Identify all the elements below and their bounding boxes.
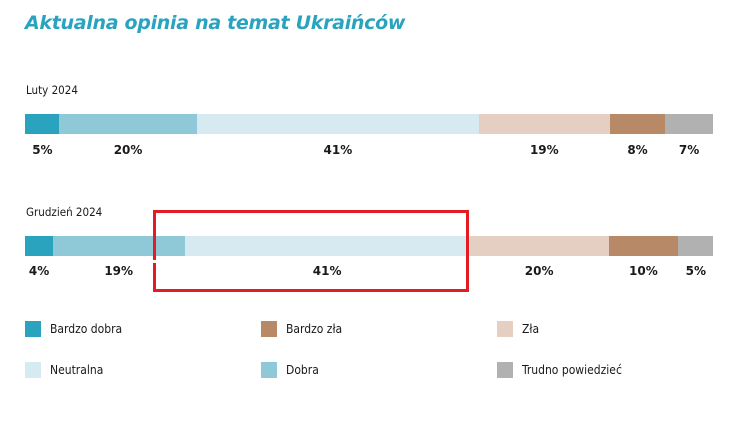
bar-segment [469, 236, 609, 256]
value-labels-row: 5% 20% 41% 19% 8% 7% [25, 143, 713, 159]
legend-item: Bardzo dobra [25, 321, 122, 337]
value-label: 20% [113, 143, 143, 157]
highlight-annotation-edge [153, 210, 156, 260]
bar-segment [25, 236, 53, 256]
stacked-bar [25, 236, 713, 256]
stacked-bar [25, 114, 713, 134]
bar-segment [479, 114, 610, 134]
legend-item: Bardzo zła [261, 321, 342, 337]
bar-segment [678, 236, 713, 256]
bar-segment [184, 236, 470, 256]
value-label: 20% [524, 264, 554, 278]
value-labels-row: 4% 19% 41% 20% 10% 5% [25, 264, 713, 280]
value-label: 10% [629, 264, 658, 278]
legend-label: Dobra [286, 363, 319, 377]
chart-title: Aktualna opinia na temat Ukraińców [25, 12, 406, 34]
bar-segment [197, 114, 480, 134]
period-label: Luty 2024 [26, 83, 78, 97]
legend-item: Trudno powiedzieć [497, 362, 622, 378]
value-label: 4% [28, 264, 50, 278]
bar-segment [59, 114, 197, 134]
period-label: Grudzień 2024 [26, 205, 103, 219]
value-label: 41% [312, 264, 342, 278]
value-label: 19% [104, 264, 134, 278]
bar-segment [608, 236, 679, 256]
bar-segment [664, 114, 713, 134]
legend-swatch [25, 362, 41, 378]
legend-swatch [497, 362, 513, 378]
legend-label: Trudno powiedzieć [522, 363, 622, 377]
legend-label: Neutralna [50, 363, 104, 377]
bar-segment [25, 114, 60, 134]
legend-label: Bardzo dobra [50, 322, 123, 336]
value-label: 7% [678, 143, 700, 157]
legend-item: Zła [497, 321, 539, 337]
legend-swatch [25, 321, 41, 337]
value-label: 8% [627, 143, 648, 157]
legend-label: Bardzo zła [286, 322, 343, 336]
legend-label: Zła [522, 322, 540, 336]
highlight-annotation-edge [153, 263, 156, 292]
bar-segment [609, 114, 665, 134]
legend-swatch [261, 321, 277, 337]
bar-segment [52, 236, 185, 256]
value-label: 5% [32, 143, 53, 157]
value-label: 41% [323, 143, 353, 157]
legend-swatch [261, 362, 277, 378]
legend-swatch [497, 321, 513, 337]
legend-item: Dobra [261, 362, 319, 378]
legend-item: Neutralna [25, 362, 103, 378]
value-label: 19% [529, 143, 559, 157]
chart-legend: Bardzo dobra Neutralna Bardzo zła Dobra Zła T… [25, 321, 725, 391]
value-label: 5% [685, 264, 706, 278]
